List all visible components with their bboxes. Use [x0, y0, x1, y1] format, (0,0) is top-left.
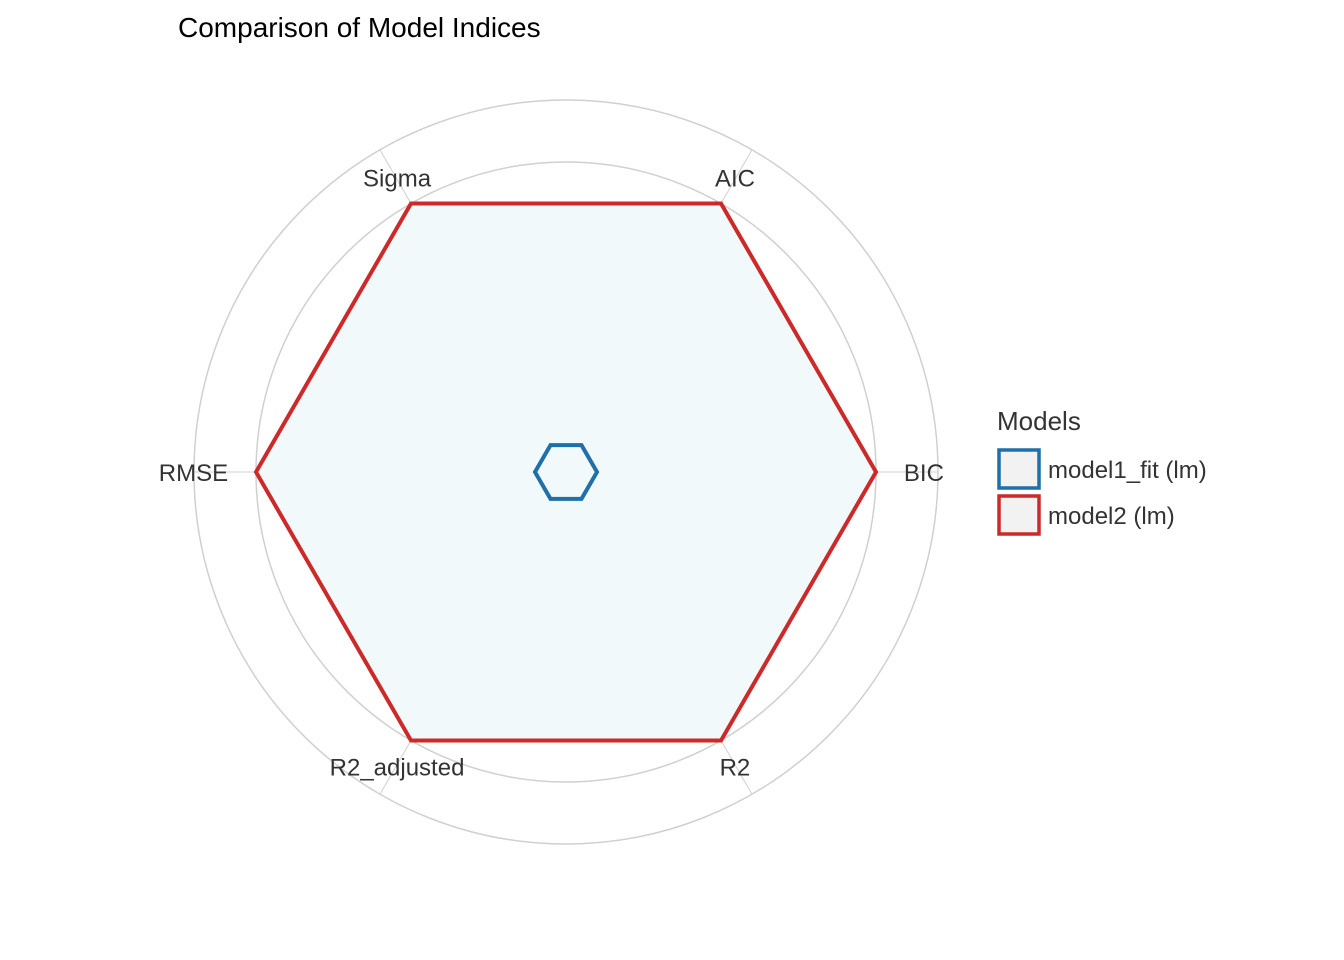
axis-label-layer: BIC AIC Sigma RMSE R2_adjusted R2 [159, 165, 944, 781]
series-line-1 [532, 443, 600, 501]
series-layer [253, 201, 879, 743]
chart-title: Comparison of Model Indices [178, 12, 541, 43]
legend-label-1: model1_fit (lm) [1048, 457, 1207, 484]
legend-key-1 [997, 448, 1041, 490]
radar-fill-area [256, 203, 876, 741]
axis-label-r2: R2 [720, 755, 751, 782]
series-line-2 [253, 201, 879, 743]
axis-label-aic: AIC [715, 165, 755, 192]
grid-ring-6 [193, 99, 939, 845]
axis-label-r2-adjusted: R2_adjusted [330, 755, 465, 782]
axis-label-bic: BIC [904, 460, 944, 487]
axis-label-rmse: RMSE [159, 460, 228, 487]
legend-items: model1_fit (lm) model2 (lm) [997, 448, 1207, 536]
fill-layer [256, 203, 876, 741]
legend-label-2: model2 (lm) [1048, 503, 1175, 530]
legend-title: Models [997, 406, 1081, 436]
legend-key-2 [997, 494, 1041, 536]
axis-label-sigma: Sigma [363, 165, 432, 192]
legend: Models model1_fit (lm) model2 (lm) [997, 406, 1207, 536]
